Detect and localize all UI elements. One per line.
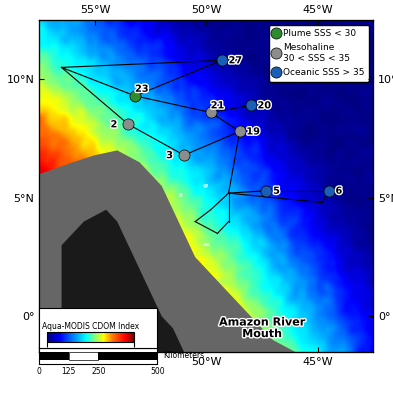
Polygon shape (62, 210, 184, 352)
Legend: Plume SSS < 30, Mesohaline
30 < SSS < 35, Oceanic SSS > 35: Plume SSS < 30, Mesohaline 30 < SSS < 35… (269, 24, 369, 82)
Text: 27: 27 (229, 55, 242, 65)
Text: 21: 21 (211, 100, 224, 110)
Text: 500: 500 (150, 367, 165, 376)
Bar (69, 352, 98, 360)
Text: Amazon River
Mouth: Amazon River Mouth (219, 318, 305, 339)
Bar (39, 352, 69, 360)
Text: 6: 6 (336, 186, 342, 196)
Text: 3: 3 (166, 150, 173, 160)
Text: 23: 23 (135, 84, 149, 94)
Text: 0: 0 (37, 367, 42, 376)
Text: 125: 125 (62, 367, 76, 376)
Text: 19: 19 (246, 126, 260, 136)
Text: 2: 2 (110, 119, 118, 129)
Text: 250: 250 (91, 367, 105, 376)
Polygon shape (39, 150, 296, 352)
Text: 5: 5 (273, 186, 280, 196)
Bar (98, 352, 157, 360)
Text: Kilometers: Kilometers (163, 352, 204, 360)
Text: 20: 20 (257, 100, 271, 110)
Title: Aqua-MODIS CDOM Index: Aqua-MODIS CDOM Index (42, 322, 139, 331)
